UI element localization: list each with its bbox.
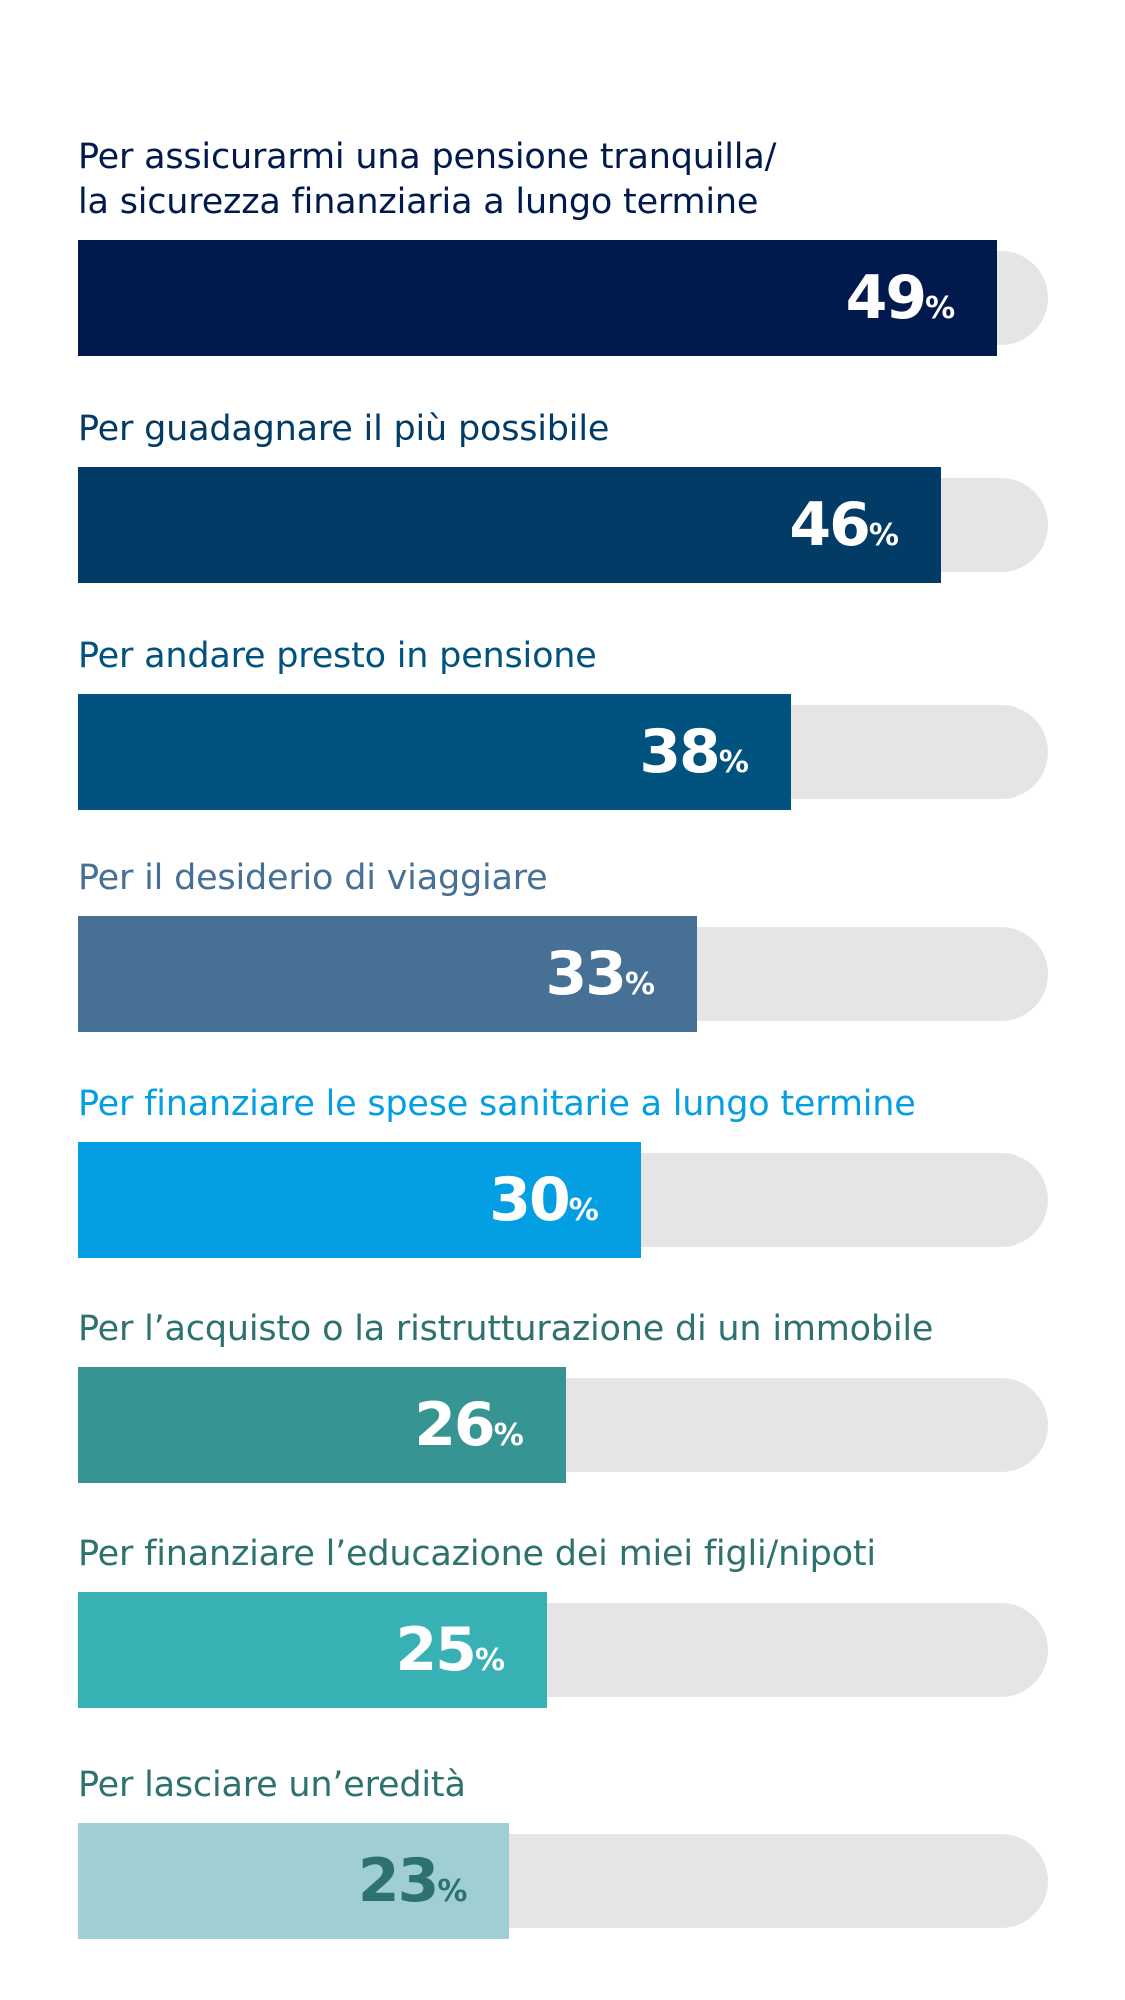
data-label: 49% [846, 240, 956, 356]
data-label-unit: % [925, 291, 956, 326]
category-label: Per assicurarmi una pensione tranquilla/… [78, 137, 777, 222]
data-label-value: 46 [789, 490, 870, 560]
category-label: Per il desiderio di viaggiare [78, 858, 548, 898]
category-label: Per guadagnare il più possibile [78, 409, 610, 449]
data-label-unit: % [868, 518, 899, 553]
data-label: 26% [414, 1367, 524, 1483]
data-label-value: 26 [414, 1390, 495, 1460]
bar: 33% [78, 916, 698, 1032]
data-label: 33% [546, 916, 656, 1032]
bar: 25% [78, 1592, 547, 1708]
category-label: Per andare presto in pensione [78, 636, 597, 676]
data-label: 25% [395, 1592, 505, 1708]
data-label: 38% [639, 694, 749, 810]
data-label-value: 30 [489, 1165, 570, 1235]
data-label-unit: % [568, 1193, 599, 1228]
data-label-value: 33 [545, 939, 627, 1009]
data-label-value: 38 [639, 717, 720, 787]
data-label-unit: % [718, 745, 749, 780]
bar: 23% [78, 1823, 510, 1939]
data-label-unit: % [625, 967, 656, 1002]
category-label: Per lasciare un’eredità [78, 1765, 466, 1805]
data-label-unit: % [493, 1418, 524, 1453]
bar: 30% [78, 1142, 641, 1258]
bar: 26% [78, 1367, 566, 1483]
category-label: Per l’acquisto o la ristrutturazione di … [78, 1309, 934, 1349]
data-label: 46% [789, 467, 899, 583]
data-label-value: 25 [395, 1615, 476, 1685]
bar: 38% [78, 694, 791, 810]
data-label: 23% [358, 1823, 468, 1939]
bar: 49% [78, 240, 998, 356]
data-label-unit: % [474, 1643, 505, 1678]
bar: 46% [78, 467, 941, 583]
category-label: Per finanziare l’educazione dei miei fig… [78, 1534, 876, 1574]
data-label-unit: % [437, 1874, 468, 1909]
data-label: 30% [489, 1142, 599, 1258]
category-label: Per finanziare le spese sanitarie a lung… [78, 1084, 916, 1124]
data-label-value: 49 [845, 263, 927, 333]
data-label-value: 23 [357, 1846, 439, 1916]
